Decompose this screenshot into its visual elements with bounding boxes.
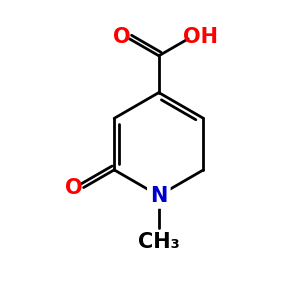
Text: OH: OH bbox=[183, 27, 218, 47]
Text: O: O bbox=[65, 178, 83, 197]
Text: N: N bbox=[150, 186, 167, 206]
Text: CH₃: CH₃ bbox=[138, 232, 180, 252]
Text: O: O bbox=[113, 27, 131, 47]
